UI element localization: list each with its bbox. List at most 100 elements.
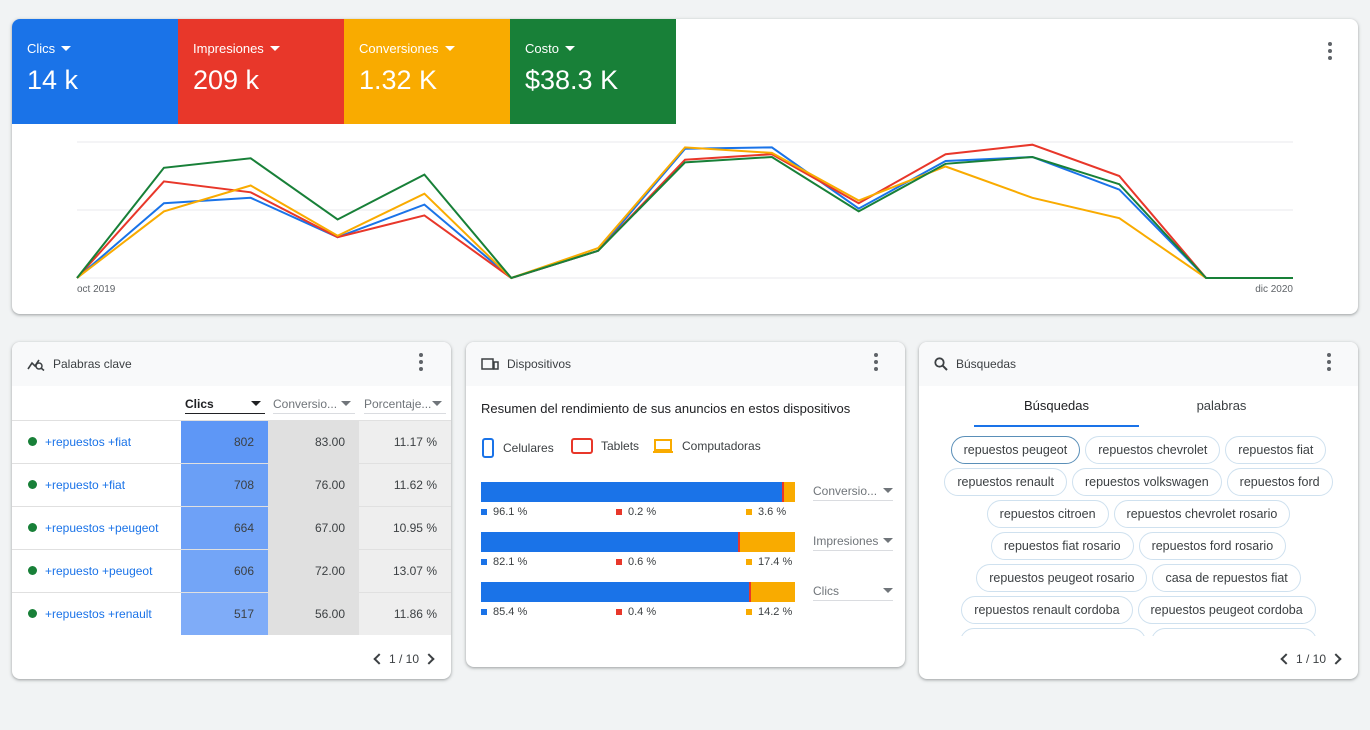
conversions-cell: 83.00 (268, 421, 359, 463)
dropdown-caret-icon[interactable] (564, 46, 575, 51)
dropdown-caret-icon[interactable] (269, 46, 280, 51)
column-label: Clics (185, 396, 214, 411)
clics-cell: 708 (181, 464, 268, 506)
search-chip[interactable]: repuestos citroen (986, 500, 1109, 528)
share-value: 85.4 % (493, 606, 528, 618)
metric-conversiones[interactable]: Conversiones 1.32 K (344, 19, 510, 124)
series-line-costo (76, 155, 1293, 280)
trend-line-chart (76, 141, 1293, 280)
metric-select-value: Conversio... (813, 483, 878, 498)
dropdown-caret-icon (883, 588, 893, 593)
chevron-right-icon[interactable] (1330, 653, 1342, 665)
legend-square-icon (616, 509, 622, 515)
share-value: 17.4 % (758, 556, 793, 568)
search-chip[interactable]: repuestos renault (944, 468, 1067, 496)
x-axis-end-label: dic 2020 (1255, 284, 1293, 295)
table-row[interactable]: +repuestos +renault 517 56.00 11.86 % (12, 592, 451, 635)
column-header-porcentaje[interactable]: Porcentaje... (364, 394, 446, 414)
sort-caret-icon (341, 401, 351, 406)
keyword-link[interactable]: +repuesto +fiat (45, 478, 126, 492)
search-chip[interactable]: repuestos peugeot cordoba (1137, 596, 1316, 624)
legend-square-icon (481, 509, 487, 515)
conversions-cell: 67.00 (268, 507, 359, 549)
legend-square-icon (481, 559, 487, 565)
search-chip[interactable]: repuestos fiat rosario (990, 532, 1134, 560)
clics-cell: 517 (181, 593, 268, 635)
table-row[interactable]: +repuesto +fiat 708 76.00 11.62 % (12, 463, 451, 506)
legend-square-icon (746, 609, 752, 615)
metric-costo[interactable]: Costo $38.3 K (510, 19, 676, 124)
search-chip[interactable] (1151, 628, 1317, 636)
metric-value: 1.32 K (359, 65, 438, 95)
dropdown-caret-icon (883, 538, 893, 543)
bar-segment (481, 582, 749, 602)
column-header-conversiones[interactable]: Conversio... (273, 394, 355, 414)
search-chips: repuestos peugeot repuestos chevrolet repu… (934, 436, 1343, 636)
metric-clics[interactable]: Clics 14 k (12, 19, 178, 124)
chip-row: repuestos renault repuestos volkswagen rep… (934, 468, 1343, 496)
legend-computadoras: Computadoras (652, 438, 761, 454)
series-line-impresiones (76, 143, 1293, 280)
chevron-left-icon[interactable] (1280, 653, 1292, 665)
legend-celulares: Celulares (481, 438, 554, 458)
search-chip[interactable]: repuestos chevrolet rosario (1113, 500, 1291, 528)
dropdown-caret-icon[interactable] (61, 46, 72, 51)
keyword-link[interactable]: +repuestos +peugeot (45, 521, 159, 535)
bar-segment (750, 582, 795, 602)
search-chip[interactable]: casa de repuestos fiat (1152, 564, 1301, 592)
search-chip[interactable]: repuestos volkswagen (1071, 468, 1222, 496)
column-header-clics[interactable]: Clics (185, 394, 265, 414)
keyword-link[interactable]: +repuesto +peugeot (45, 564, 153, 578)
chip-row: repuestos peugeot rosario casa de repuest… (934, 564, 1343, 592)
legend-square-icon (746, 559, 752, 565)
search-chip[interactable]: repuestos ford rosario (1138, 532, 1287, 560)
metric-impresiones[interactable]: Impresiones 209 k (178, 19, 344, 124)
more-options-icon[interactable] (864, 350, 888, 374)
search-chip[interactable]: repuestos chevrolet (1085, 436, 1221, 464)
share-value: 82.1 % (493, 556, 528, 568)
x-axis-start-label: oct 2019 (77, 284, 116, 295)
chip-row: repuestos renault cordoba repuestos peuge… (934, 596, 1343, 624)
device-share-bar[interactable] (481, 532, 795, 552)
table-row[interactable]: +repuestos +fiat 802 83.00 11.17 % (12, 420, 451, 463)
series-line-conversiones (76, 146, 1293, 280)
table-row[interactable]: +repuesto +peugeot 606 72.00 13.07 % (12, 549, 451, 592)
share-label: 0.2 % (616, 506, 656, 518)
status-dot-icon (28, 523, 37, 532)
search-chip[interactable]: repuestos peugeot (950, 436, 1081, 464)
metric-select[interactable]: Impresiones (813, 531, 893, 551)
phone-icon (482, 438, 494, 458)
keyword-link[interactable]: +repuestos +fiat (45, 435, 132, 449)
searches-header: Búsquedas (919, 342, 1358, 386)
device-share-bar[interactable] (481, 482, 795, 502)
more-options-icon[interactable] (1318, 39, 1342, 63)
conversions-cell: 72.00 (268, 550, 359, 592)
chevron-right-icon[interactable] (423, 653, 435, 665)
tab-palabras[interactable]: palabras (1196, 398, 1247, 413)
share-label: 96.1 % (481, 506, 527, 518)
metric-select[interactable]: Clics (813, 581, 893, 601)
share-label: 14.2 % (746, 606, 792, 618)
search-chip[interactable]: repuestos renault cordoba (961, 596, 1133, 624)
keywords-card: Palabras clave Clics Conversio... Porcen… (12, 342, 451, 679)
share-label: 82.1 % (481, 556, 527, 568)
dropdown-caret-icon[interactable] (444, 46, 455, 51)
more-options-icon[interactable] (409, 350, 433, 374)
more-options-icon[interactable] (1317, 350, 1341, 374)
table-row[interactable]: +repuestos +peugeot 664 67.00 10.95 % (12, 506, 451, 549)
metric-label: Conversiones (359, 41, 439, 56)
metric-select-value: Impresiones (813, 533, 879, 548)
search-chip[interactable]: repuestos fiat (1225, 436, 1327, 464)
keyword-link[interactable]: +repuestos +renault (45, 607, 152, 621)
chevron-left-icon[interactable] (373, 653, 385, 665)
search-chip[interactable]: repuestos ford (1226, 468, 1333, 496)
bar-segment (783, 482, 795, 502)
share-value: 96.1 % (493, 506, 528, 518)
tab-busquedas[interactable]: Búsquedas (974, 392, 1139, 427)
device-share-bar[interactable] (481, 582, 795, 602)
share-label: 17.4 % (746, 556, 792, 568)
metric-select[interactable]: Conversio... (813, 481, 893, 501)
status-dot-icon (28, 609, 37, 618)
search-chip[interactable] (960, 628, 1146, 636)
search-chip[interactable]: repuestos peugeot rosario (976, 564, 1148, 592)
